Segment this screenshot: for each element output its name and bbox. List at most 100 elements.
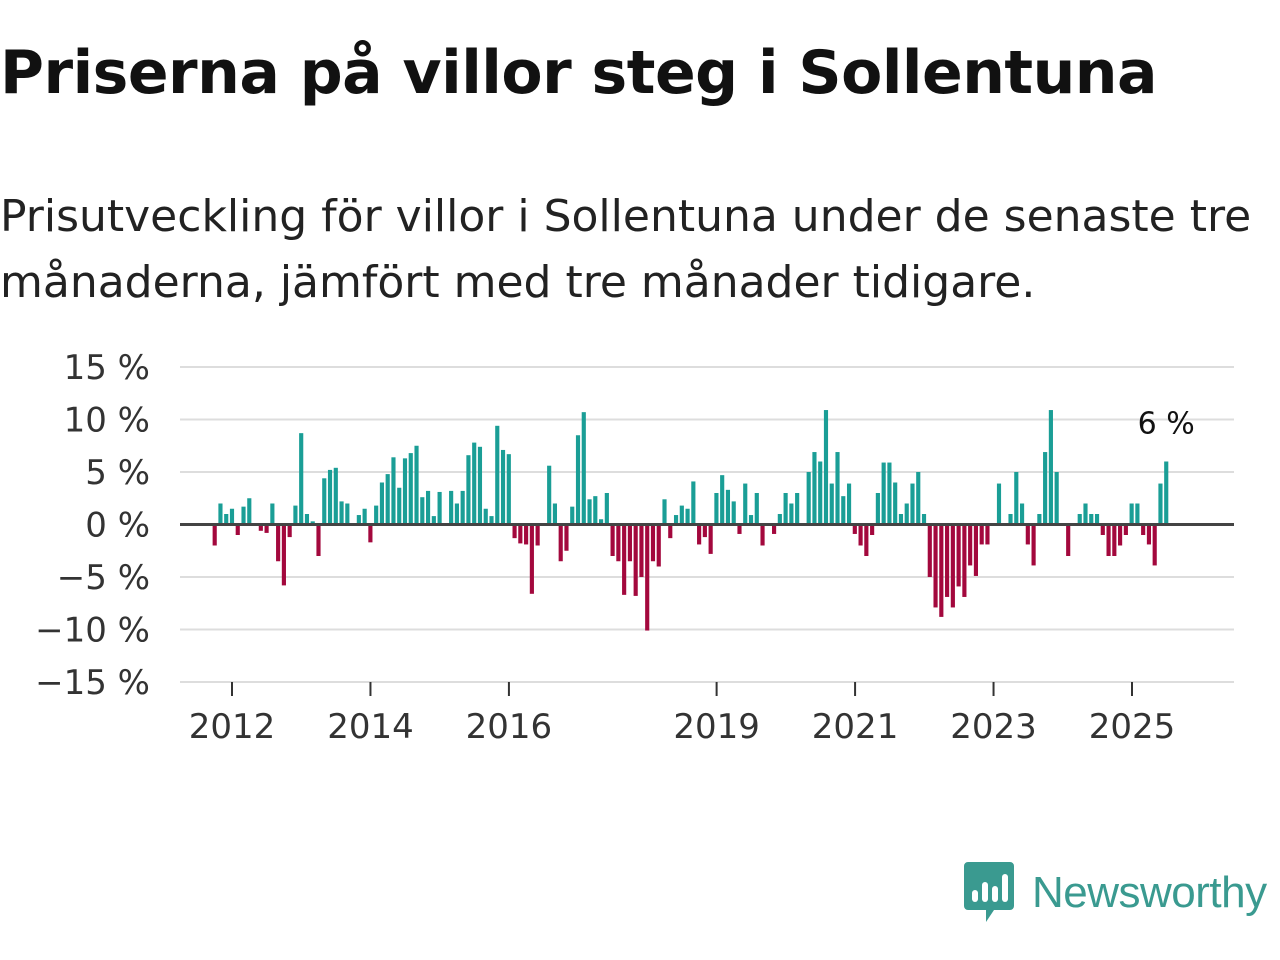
bar [564,524,569,551]
bar [558,524,563,562]
bar [795,493,800,525]
bar [858,524,863,546]
bar [368,524,373,543]
bar [720,475,725,525]
bar [760,524,765,546]
bar [310,521,315,525]
chart-subtitle: Prisutveckling för villor i Sollentuna u… [0,191,1252,308]
bar [852,524,857,534]
bar [299,433,304,525]
y-tick-label: 0 % [85,506,150,546]
bar [708,524,713,554]
bar [391,457,396,525]
bar [662,499,667,525]
bar [570,506,575,525]
bar [754,493,759,525]
bar [725,489,731,525]
bar [737,524,742,534]
bar [454,503,459,525]
bar [610,524,615,556]
bar [322,478,327,525]
bar [898,514,904,525]
y-tick-label: −5 % [57,558,150,598]
bar [996,483,1002,525]
bar [1019,503,1025,525]
bar [789,503,794,525]
bar [772,524,777,534]
y-tick-label: −15 % [35,663,150,703]
bar [823,410,829,525]
bar [224,514,229,525]
bar [864,524,869,556]
bar [535,524,540,546]
bar [327,469,333,525]
bar [489,516,494,525]
bar [1106,524,1111,556]
x-tick-label: 2021 [812,707,899,747]
bar [1077,514,1082,525]
bar [374,505,379,525]
bar [333,467,338,525]
bar [656,524,661,567]
x-tick-label: 2016 [466,707,553,747]
bar [1129,503,1134,525]
bar [743,483,748,525]
x-tick-label: 2014 [327,707,414,747]
bar [881,462,886,525]
bar [962,524,967,597]
bar [524,524,529,545]
bar [904,503,909,525]
bar [212,524,217,546]
newsworthy-logo[interactable]: Newsworthy [964,862,1267,924]
bar [518,524,523,544]
bar [650,524,656,562]
bar [293,505,298,525]
bar [1164,461,1169,525]
bar [616,524,621,562]
bar [622,524,627,595]
bar [575,435,581,525]
bar [402,458,408,525]
bar [927,524,932,577]
y-tick-label: 15 % [64,348,150,388]
bar [639,524,644,577]
bar [270,503,275,525]
bar [258,524,263,531]
bar [247,498,252,525]
bar [385,474,390,525]
bar [968,524,973,566]
chart-title: Priserna på villor steg i Sollentuna [0,38,1158,108]
bar [1158,483,1163,525]
y-axis-labels: 15 % 10 % 5 % 0 % −5 % −10 % −15 % [35,348,150,703]
bar [887,462,892,525]
bar [812,452,817,525]
bar [870,524,875,535]
bar [472,442,477,525]
x-tick-label: 2025 [1089,707,1176,747]
bar [581,412,586,525]
bar [264,524,269,533]
bar [627,524,632,562]
bar [1146,524,1152,545]
bar [1037,514,1042,525]
bar [893,482,898,525]
bar [483,508,488,525]
bar [587,499,592,525]
bar [414,445,419,525]
bar [425,490,431,525]
bar [685,508,690,525]
bar [645,524,650,631]
bar [304,514,310,525]
bar [1135,503,1140,525]
bar [241,506,246,525]
bar [633,524,638,596]
bar [806,472,811,525]
bar [362,508,367,525]
bar [910,483,915,525]
bar [979,524,984,545]
bar [397,487,402,525]
bar [1025,524,1030,545]
bar [1123,524,1128,535]
x-tick-label: 2012 [189,707,276,747]
bar [939,524,944,617]
